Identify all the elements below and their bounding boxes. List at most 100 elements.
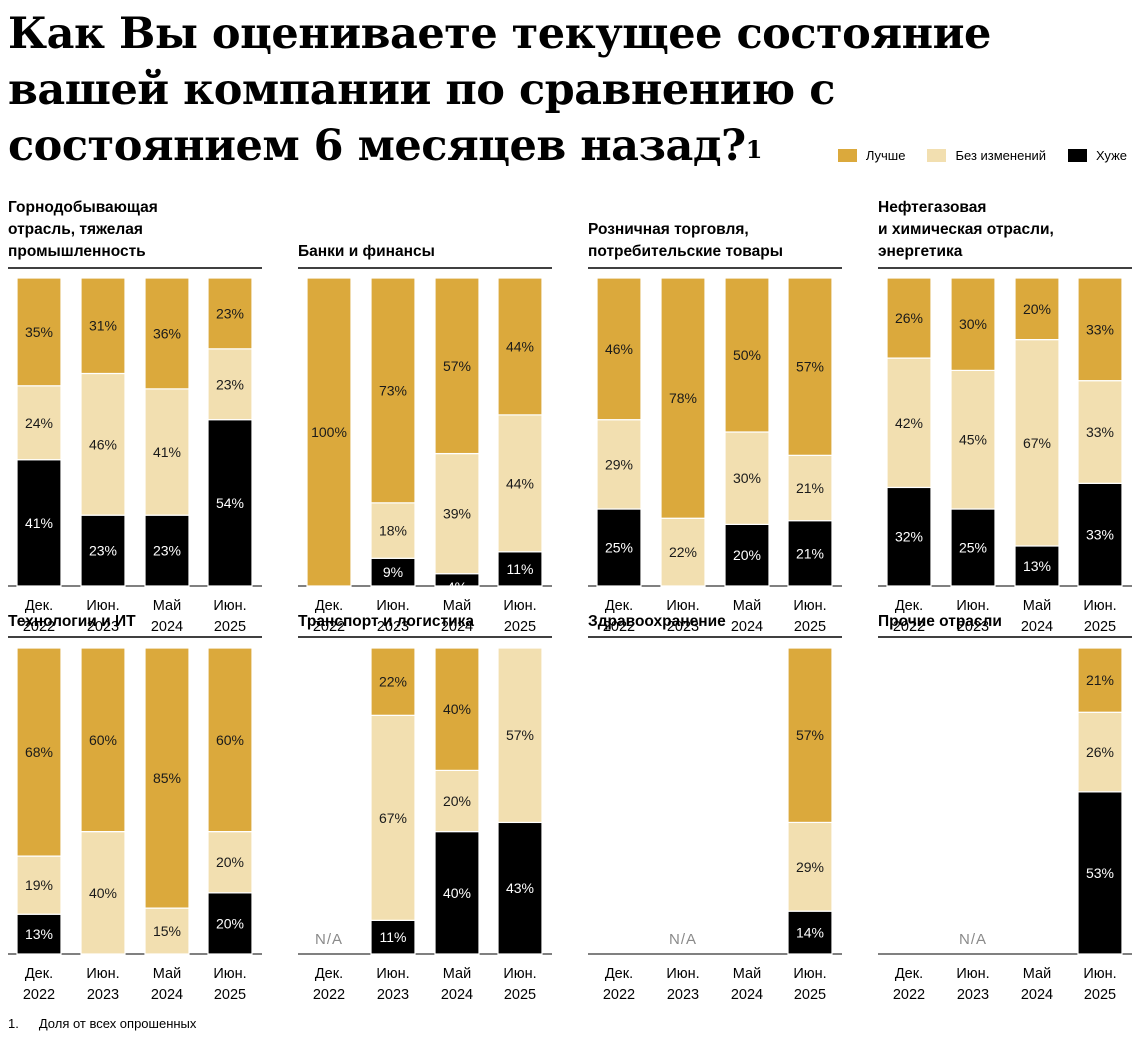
panel-1-bar-3-same-label: 41% [153, 444, 181, 460]
panel-3-bar-2-same-label: 22% [669, 544, 697, 560]
panel-5-bar-1-worse-label: 13% [25, 926, 53, 942]
panel-8-bar-4-worse-label: 53% [1086, 865, 1114, 881]
panel-5-bar-2-better-label: 60% [89, 732, 117, 748]
panel-2-bar-3-worse-label: 4% [447, 579, 467, 595]
panel-1-bar-2-same-segment [80, 372, 126, 516]
panel-6-bar-2-worse-label: 11% [380, 929, 407, 945]
category-label-panel-8-1: Дек. 2022 [893, 966, 925, 1003]
panel-2-bar-4-better-segment [497, 277, 543, 416]
panel-3-bar-1-worse-label: 25% [605, 540, 633, 556]
panel-3-bar-4-better-segment [787, 277, 833, 456]
panel-6-bar-3-worse-label: 40% [443, 885, 471, 901]
panel-7-bar-4-worse-label: 14% [796, 925, 824, 941]
category-label-panel-7-1: Дек. 2022 [603, 966, 635, 1003]
panel-title-7: Здравоохранение [588, 613, 726, 630]
footnote-text: Доля от всех опрошенных [38, 1016, 197, 1031]
footnote-number: 1. [8, 1016, 19, 1031]
category-label-panel-2-3: Май 2024 [441, 598, 473, 635]
panel-8-bar-4-same-segment [1077, 711, 1123, 793]
category-label-panel-2-2: Июн. 2023 [376, 598, 409, 635]
panel-4-bar-4-better-segment [1077, 277, 1123, 382]
panel-1-bar-4-worse-segment [207, 419, 253, 587]
panel-title-2: Банки и финансы [298, 243, 435, 260]
category-label-panel-5-3: Май 2024 [151, 966, 183, 1003]
panel-4-bar-2-better-segment [950, 277, 996, 372]
panel-title-6: Транспорт и логистика [298, 613, 474, 630]
panel-2-bar-2-worse-label: 9% [383, 564, 403, 580]
panel-4-bar-2-same-label: 45% [959, 432, 987, 448]
panel-6-bar-3-same-label: 20% [443, 793, 471, 809]
category-label-panel-8-4: Июн. 2025 [1083, 966, 1116, 1003]
panel-6-bar-2-better-label: 22% [379, 674, 407, 690]
category-label-panel-8-2: Июн. 2023 [956, 966, 989, 1003]
panel-2-bar-2-better-segment [370, 277, 416, 504]
panel-5-bar-4-worse-label: 20% [216, 915, 244, 931]
panel-1-bar-4-worse-label: 54% [216, 495, 244, 511]
panel-2-bar-4-worse-segment [497, 551, 543, 587]
panel-4-bar-3-worse-label: 13% [1023, 558, 1051, 574]
panel-4-bar-3-same-label: 67% [1023, 435, 1051, 451]
panel-2-bar-2-same-segment [370, 502, 416, 559]
category-label-panel-1-3: Май 2024 [151, 598, 183, 635]
panel-1-bar-2-better-label: 31% [89, 318, 117, 334]
panel-5-bar-3-better-segment [144, 647, 190, 909]
panel-title-8: Прочие отрасли [878, 613, 1002, 630]
panel-1-bar-2-same-label: 46% [89, 436, 117, 452]
legend-swatch-worse [1068, 149, 1088, 162]
panel-1-bar-1-same-segment [16, 385, 62, 461]
panel-5-bar-1-worse-segment [16, 913, 62, 955]
panel-6-bar-4-worse-label: 43% [506, 880, 534, 896]
panel-7-bar-4-same-label: 29% [796, 859, 824, 875]
panel-1-bar-4-same-label: 23% [216, 376, 244, 392]
panel-1-bar-2-worse-segment [80, 514, 126, 587]
panel-6-bar-2-same-label: 67% [379, 810, 407, 826]
chart-title-text: Как Вы оцениваете текущее состояние ваше… [8, 9, 991, 171]
category-label-panel-5-2: Июн. 2023 [86, 966, 119, 1003]
category-label-panel-7-4: Июн. 2025 [793, 966, 826, 1003]
panel-2-bar-3-better-label: 57% [443, 358, 471, 374]
panel-3-bar-3-worse-label: 20% [733, 547, 761, 563]
legend-item-same: Без изменений [927, 148, 1046, 163]
panel-6-bar-3-worse-segment [434, 830, 480, 955]
panel-8-bar-4-same-label: 26% [1086, 744, 1114, 760]
panel-3-bar-4-same-label: 21% [796, 480, 824, 496]
panel-6-bar-4-worse-segment [497, 821, 543, 955]
panel-5-bar-1-better-label: 68% [25, 744, 53, 760]
panel-title-3: Розничная торговля, потребительские товар… [588, 221, 783, 260]
legend: Лучше Без изменений Хуже [837, 148, 1127, 163]
panel-1-bar-1-worse-label: 41% [25, 515, 53, 531]
panel-6-bar-4-same-label: 57% [506, 727, 534, 743]
panel-6-bar-4-same-segment [497, 647, 543, 824]
panel-4-bar-4-same-segment [1077, 380, 1123, 484]
panel-4-bar-2-worse-segment [950, 508, 996, 587]
panel-5-bar-1-same-segment [16, 855, 62, 915]
panel-1-bar-1-same-label: 24% [25, 415, 53, 431]
category-label-panel-4-3: Май 2024 [1021, 598, 1053, 635]
panel-3-bar-4-better-label: 57% [796, 359, 824, 375]
category-label-panel-6-1: Дек. 2022 [313, 966, 345, 1003]
category-label-panel-8-3: Май 2024 [1021, 966, 1053, 1003]
panel-1-bar-1-worse-segment [16, 459, 62, 587]
panel-7-bar-4-worse-segment [787, 910, 833, 955]
panel-4-bar-4-worse-label: 33% [1086, 527, 1114, 543]
panel-4-bar-2-better-label: 30% [959, 316, 987, 332]
footnote: 1. Доля от всех опрошенных [8, 1016, 196, 1031]
panel-5-bar-3-same-label: 15% [153, 923, 181, 939]
panel-1-bar-1-better-label: 35% [25, 324, 53, 340]
panel-4-bar-1-better-label: 26% [895, 310, 923, 326]
panel-1-bar-4-better-segment [207, 277, 253, 350]
panel-4-bar-1-better-segment [886, 277, 932, 359]
panel-3-bar-3-same-label: 30% [733, 470, 761, 486]
panel-2-bar-1-better-segment [306, 277, 352, 587]
panel-4-bar-3-better-segment [1014, 277, 1060, 341]
panel-2-bar-4-worse-label: 11% [507, 561, 534, 577]
chart-title: Как Вы оцениваете текущее состояние ваше… [8, 6, 1118, 174]
panel-5-bar-4-same-label: 20% [216, 854, 244, 870]
panel-5-bar-3-better-label: 85% [153, 770, 181, 786]
panel-3-bar-1-better-segment [596, 277, 642, 421]
category-label-panel-3-2: Июн. 2023 [666, 598, 699, 635]
panel-3-bar-2-better-segment [660, 277, 706, 519]
category-label-panel-7-3: Май 2024 [731, 966, 763, 1003]
category-label-panel-5-4: Июн. 2025 [213, 966, 246, 1003]
